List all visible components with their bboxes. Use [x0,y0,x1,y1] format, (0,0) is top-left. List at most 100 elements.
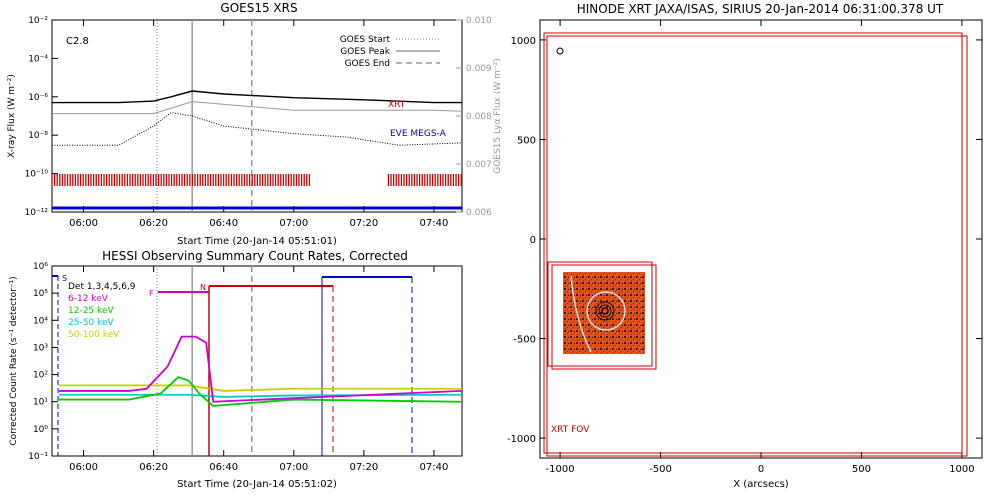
contour-outer [595,301,615,321]
xrt-title: HINODE XRT JAXA/ISAS, SIRIUS 20-Jan-2014… [577,2,944,16]
goes-y-tick-label: 10⁻¹² [25,208,49,218]
contour-inner [601,307,609,315]
legend-50-100: 50-100 keV [68,330,120,340]
hessi-x-tick-label: 06:40 [209,462,238,473]
goes-x-tick-label: 07:20 [349,218,378,229]
goes-y2-tick-label: 0.008 [466,112,492,122]
hessi-xlabel: Start Time (20-Jan-14 05:51:02) [177,479,337,490]
xrt-y-tick-label: 1000 [511,36,536,47]
goes-y2label: GOES15 Lyα Flux (W m⁻²) [493,58,503,174]
hessi-y-tick-label: 10¹ [33,398,48,408]
hessi-y-tick-label: 10⁶ [33,262,48,272]
hessi-legend: Det 1,3,4,5,6,9 6-12 keV 12-25 keV 25-50… [68,282,136,340]
hessi-x-ticks: 06:00 06:20 06:40 07:00 07:20 07:40 [69,266,448,473]
xrt-x-tick-label: 1000 [949,464,974,475]
goes-series [52,90,463,146]
xrt-xlabel: X (arcsecs) [733,479,789,490]
goes-y-tick-label: 10⁻¹⁰ [25,170,49,180]
legend-6-12: 6-12 keV [68,294,109,304]
roi-box-1 [547,261,653,367]
hessi-y-ticks: 10⁻¹ 10⁰ 10¹ 10² 10³ 10⁴ 10⁵ 10⁶ [28,262,58,462]
hessi-event-lines [156,266,253,456]
limb-arc [570,275,592,353]
hessi-x-tick-label: 07:40 [420,462,449,473]
hessi-series [59,335,463,407]
goes-panel: GOES15 XRS 06:00 06:20 06:40 07:00 07:20 07:4… [7,1,503,247]
hessi-x-tick-label: 07:00 [279,462,308,473]
region-circle [586,291,626,331]
goes-y2-ticks: 0.006 0.007 0.008 0.009 0.010 [456,16,492,218]
xrt-ticks: -1000 -500 0 500 1000 -1000 -500 0 500 1000 [507,20,982,475]
attenuator-state-lines: S F N [52,274,413,456]
xrt-y-tick-label: -1000 [507,434,536,445]
xrt-image-thumbnail [563,272,645,354]
xrt-annotation: XRT [388,100,406,110]
goes-y-tick-label: 10⁻⁶ [28,93,48,103]
marker-f: F [149,289,154,298]
goes-y-tick-label: 10⁻⁴ [28,54,48,64]
xrt-y-tick-label: 0 [530,235,536,246]
goes-y2-tick-label: 0.010 [466,16,492,26]
goes-x-tick-label: 06:40 [209,218,238,229]
hessi-x-tick-label: 06:20 [139,462,168,473]
hessi-y-tick-label: 10² [33,371,48,381]
xrt-x-tick-label: -1000 [546,464,575,475]
xrt-x-tick-label: -500 [649,464,672,475]
goes-y-tick-label: 10⁻⁸ [28,131,48,141]
goes-series-short [52,112,463,146]
legend-25-50: 25-50 keV [68,318,114,328]
goes-y-ticks: 10⁻¹² 10⁻¹⁰ 10⁻⁸ 10⁻⁶ 10⁻⁴ 10⁻² [25,16,58,218]
xrt-image [563,272,645,354]
goes-xlabel: Start Time (20-Jan-14 05:51:01) [177,236,337,247]
hessi-y-tick-label: 10⁻¹ [28,452,48,462]
goes-legend: GOES Start GOES Peak GOES End [340,35,440,69]
xrt-x-tick-label: 500 [852,464,871,475]
goes-x-tick-label: 06:00 [69,218,98,229]
hessi-y-tick-label: 10⁰ [33,425,48,435]
hessi-series-line [59,376,463,407]
xrt-fov-label: XRT FOV [551,425,590,435]
hessi-panel: HESSI Observing Summary Count Rates, Cor… [9,249,463,490]
xrt-y-tick-label: -500 [513,335,536,346]
legend-12-25: 12-25 keV [68,306,114,316]
hessi-series-line [59,393,463,398]
goes-series-lya [52,101,463,115]
goes-y2-tick-label: 0.009 [466,64,492,74]
legend-goes-peak: GOES Peak [340,47,390,57]
hessi-series-line [59,335,463,403]
goes-x-tick-label: 07:40 [420,218,449,229]
xrt-plot-frame [539,19,983,459]
xrt-x-tick-label: 0 [758,464,764,475]
goes-series-long [52,90,462,104]
marker-n: N [200,283,206,292]
hessi-x-tick-label: 06:00 [69,462,98,473]
goes-title: GOES15 XRS [220,1,297,15]
flare-class-label: C2.8 [66,36,89,47]
legend-goes-end: GOES End [345,59,390,69]
contour-mid [598,304,612,318]
sun-marker-circle [556,47,564,55]
xrt-y-tick-label: 500 [517,135,536,146]
goes-x-tick-label: 06:20 [139,218,168,229]
goes-y2-tick-label: 0.007 [466,160,492,170]
hessi-title: HESSI Observing Summary Count Rates, Cor… [102,249,408,263]
xrt-fov-boxes [543,32,968,457]
goes-y-tick-label: 10⁻² [28,16,48,26]
legend-goes-start: GOES Start [340,35,391,45]
marker-s: S [62,274,67,283]
hessi-y-tick-label: 10⁵ [33,289,48,299]
hessi-y-tick-label: 10³ [33,343,48,353]
hessi-detectors: Det 1,3,4,5,6,9 [68,282,136,292]
hessi-ylabel: Corrected Count Rate (s⁻¹ detector⁻¹) [9,276,19,445]
hessi-y-tick-label: 10⁴ [33,316,48,326]
fov-box-1 [543,32,963,454]
xrt-panel: HINODE XRT JAXA/ISAS, SIRIUS 20-Jan-2014… [507,2,983,490]
goes-y2-tick-label: 0.006 [466,208,492,218]
goes-x-ticks: 06:00 06:20 06:40 07:00 07:20 07:40 [69,20,448,229]
goes-ylabel: X-ray Flux (W m⁻²) [7,74,17,158]
xrt-coverage-bands [51,174,462,186]
goes-x-tick-label: 07:00 [279,218,308,229]
hessi-series-line [59,384,462,392]
fov-box-2 [546,35,968,457]
eve-annotation: EVE MEGS-A [390,129,447,139]
